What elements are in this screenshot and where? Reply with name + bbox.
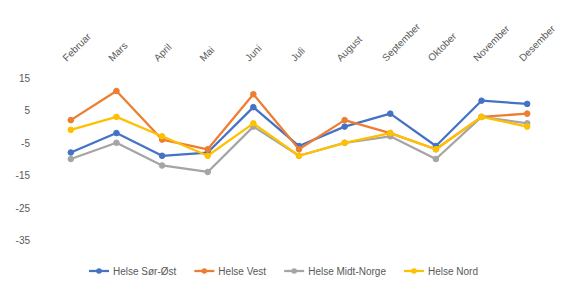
series-line [71,117,527,156]
legend-item: Helse Nord [404,266,478,277]
series-marker [296,146,302,152]
series-line [71,101,527,156]
series-line [71,91,527,149]
x-tick-label: Mai [197,44,216,63]
series-marker [479,114,485,120]
series-marker [296,153,302,159]
legend-marker [96,268,102,274]
series-marker [114,114,120,120]
series-marker [68,150,74,156]
series-marker [114,88,120,94]
legend-label: Helse Vest [218,266,266,277]
legend-label: Helse Nord [428,266,478,277]
legend-marker [291,268,297,274]
legend-item: Helse Midt-Norge [284,266,386,277]
series-marker [433,156,439,162]
x-tick-label: Mars [106,40,130,64]
series-marker [205,153,211,159]
legend-item: Helse Vest [194,266,266,277]
series-marker [296,153,302,159]
y-tick-label: -5 [21,138,30,149]
series-marker [479,114,485,120]
series-marker [387,111,393,117]
series-marker [524,101,530,107]
legend: Helse Sør-Øst Helse Vest Helse Midt-Norge H… [89,266,478,277]
x-tick-label: August [334,33,364,63]
y-tick-label: 15 [19,73,31,84]
x-tick-label: September [380,21,423,64]
x-tick-label: April [152,41,174,63]
legend-label: Helse Sør-Øst [113,266,177,277]
series-marker [342,117,348,123]
series-marker [159,163,165,169]
x-tick-label: Februar [60,30,93,63]
series-marker [251,121,257,127]
series-marker [433,146,439,152]
series-marker [342,140,348,146]
series-marker [205,146,211,152]
series-marker [114,130,120,136]
series-marker [342,140,348,146]
series-marker [524,124,530,130]
series-marker [205,169,211,175]
series-marker [251,91,257,97]
x-tick-label: Juni [243,43,264,64]
x-tick-label: November [471,23,512,64]
y-tick-label: -25 [16,203,31,214]
y-tick-label: -15 [16,170,31,181]
legend-item: Helse Sør-Øst [89,266,177,277]
series-marker [68,117,74,123]
series-marker [433,146,439,152]
series-marker [479,98,485,104]
x-tick-label: Oktober [426,30,459,63]
x-tick-label: Juli [289,45,307,63]
y-tick-label: 5 [24,105,30,116]
series-marker [387,130,393,136]
series-marker [524,111,530,117]
legend-marker [202,268,208,274]
legend-marker [411,268,417,274]
series-marker [387,130,393,136]
series-line [71,117,527,172]
chart: 15 5 -5 -15 -25 -35 Februar Mars April Mai Juni Jul… [0,0,567,290]
series-marker [342,124,348,130]
series-marker [159,134,165,140]
y-tick-label: -35 [16,235,31,246]
legend-label: Helse Midt-Norge [308,266,386,277]
series-marker [114,140,120,146]
series-marker [479,114,485,120]
plot-area [68,88,530,175]
x-tick-label: Desember [517,23,558,64]
series-marker [68,156,74,162]
series-marker [159,153,165,159]
series-marker [68,127,74,133]
series-marker [251,104,257,110]
